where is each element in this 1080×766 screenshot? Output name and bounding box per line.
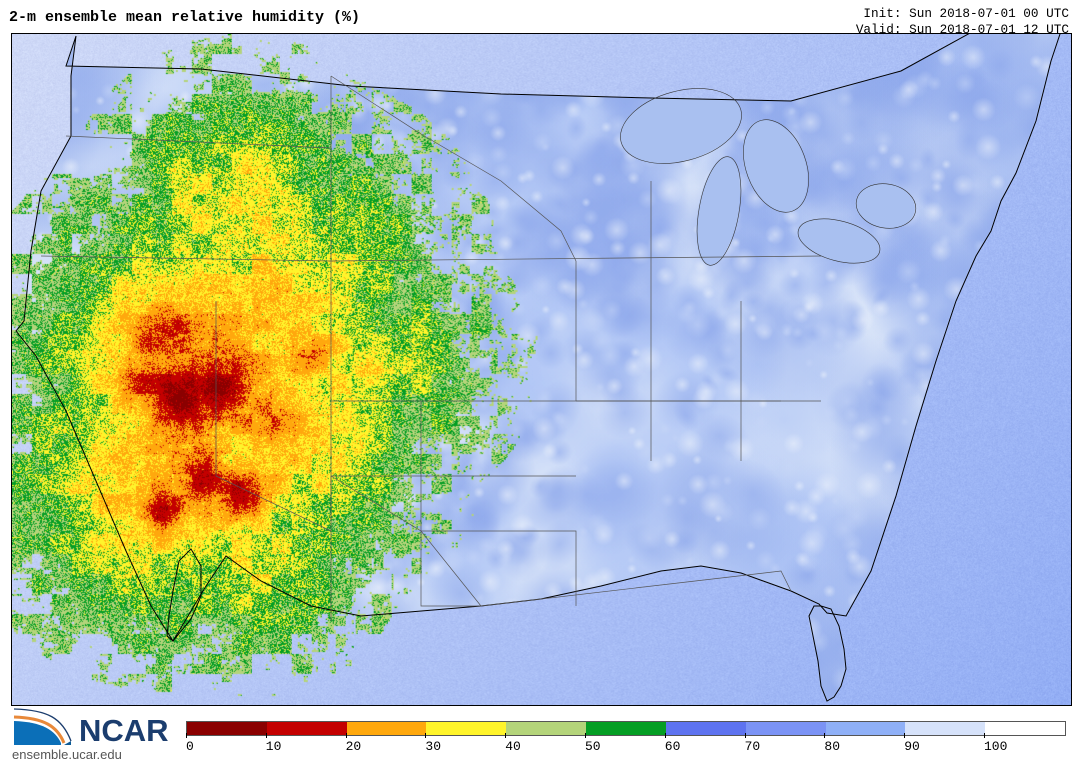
- svg-text:NCAR: NCAR: [79, 713, 169, 748]
- svg-text:ensemble.ucar.edu: ensemble.ucar.edu: [12, 747, 122, 762]
